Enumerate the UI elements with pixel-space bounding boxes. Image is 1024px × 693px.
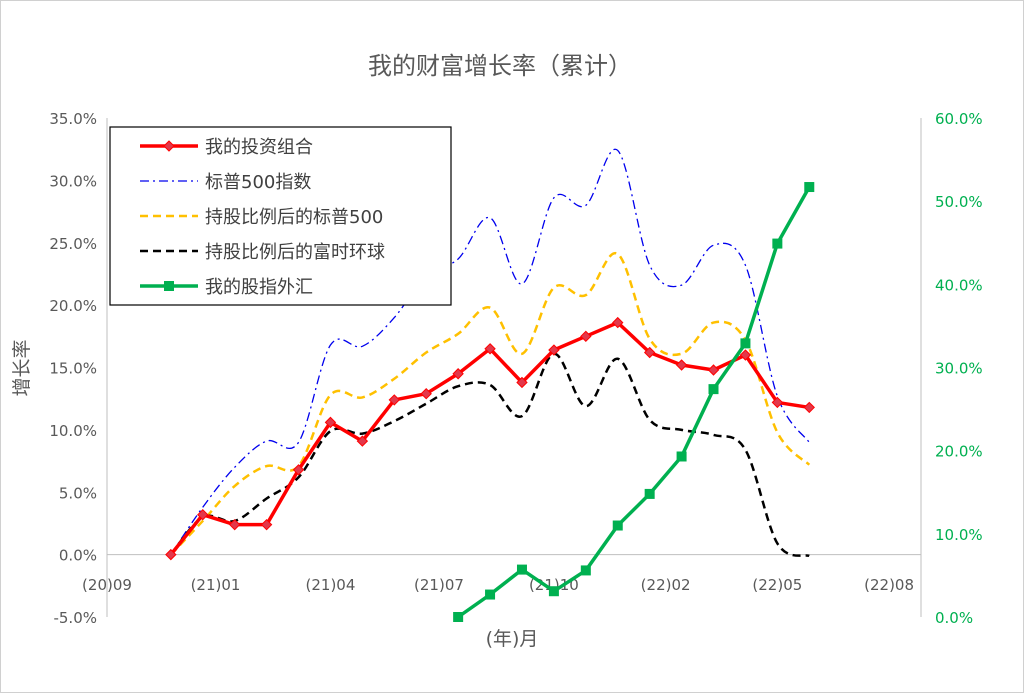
data-point <box>228 518 241 531</box>
data-point <box>484 343 496 355</box>
data-point <box>292 464 305 476</box>
data-point <box>452 368 464 380</box>
data-point <box>580 565 591 576</box>
y-tick-label: 5.0% <box>59 484 97 502</box>
legend-label: 我的股指外汇 <box>205 277 313 298</box>
data-point <box>516 376 528 389</box>
data-point <box>388 394 401 406</box>
legend-label: 持股比例后的标普500 <box>205 207 383 228</box>
series-5 <box>453 182 815 622</box>
data-point <box>453 612 464 622</box>
x-axis-title: (年)月 <box>486 628 539 650</box>
data-point <box>548 586 559 597</box>
y-axis-title: 增长率 <box>11 339 33 396</box>
legend-label: 我的投资组合 <box>205 137 313 158</box>
y2-tick-label: 40.0% <box>935 276 983 294</box>
chart-title: 我的财富增长率（累计） <box>368 52 632 80</box>
legend-item: 持股比例后的标普500 <box>140 207 383 228</box>
x-tick-label: (22)05 <box>752 576 802 594</box>
y-tick-label: 25.0% <box>49 235 97 253</box>
data-point <box>420 387 432 400</box>
data-point <box>643 346 656 359</box>
legend-item: 标普500指数 <box>140 172 311 193</box>
y-tick-label: 10.0% <box>49 422 97 440</box>
data-point <box>324 416 337 429</box>
legend-item: 我的股指外汇 <box>140 277 313 298</box>
y2-tick-label: 20.0% <box>935 443 983 461</box>
data-point <box>804 182 815 193</box>
data-point <box>644 488 655 499</box>
data-point <box>675 359 688 371</box>
data-point <box>356 435 369 447</box>
data-point <box>165 548 177 561</box>
y-tick-label: 30.0% <box>49 172 97 190</box>
x-tick-label: (21)01 <box>191 576 241 594</box>
data-point <box>260 518 273 531</box>
data-point <box>771 396 784 409</box>
data-point <box>739 349 752 361</box>
series-line <box>170 148 810 555</box>
data-point <box>740 338 751 349</box>
legend-marker <box>163 140 175 152</box>
legend-box <box>109 126 452 306</box>
series-4 <box>169 352 810 558</box>
data-point <box>485 589 496 600</box>
legend-label: 标普500指数 <box>205 172 311 193</box>
data-point <box>707 364 720 376</box>
data-point <box>548 344 560 356</box>
y2-tick-label: 30.0% <box>935 360 983 378</box>
data-point <box>580 330 592 343</box>
series-line <box>169 352 810 558</box>
data-point <box>676 451 687 462</box>
y2-tick-label: 50.0% <box>935 193 983 211</box>
data-point <box>612 316 624 329</box>
y-tick-label: 20.0% <box>49 297 97 315</box>
series-1 <box>165 316 815 561</box>
y2-tick-label: 10.0% <box>935 526 983 544</box>
data-point <box>197 508 209 521</box>
x-tick-label: (20)09 <box>82 576 132 594</box>
y2-tick-label: 60.0% <box>935 110 983 128</box>
data-point <box>803 401 815 414</box>
x-tick-label: (21)07 <box>414 576 464 594</box>
y-tick-label: 35.0% <box>49 110 97 128</box>
legend-item: 我的投资组合 <box>140 137 313 158</box>
y-tick-label: 15.0% <box>49 360 97 378</box>
data-point <box>516 564 527 575</box>
x-tick-label: (21)10 <box>529 576 579 594</box>
x-tick-label: (22)08 <box>864 576 914 594</box>
legend-marker <box>164 281 174 291</box>
legend-label: 持股比例后的富时环球 <box>205 242 385 263</box>
y-tick-label: 0.0% <box>59 547 97 565</box>
plot-area <box>165 148 815 622</box>
data-point <box>772 238 783 249</box>
y-tick-label: -5.0% <box>53 609 97 627</box>
data-point <box>612 520 623 531</box>
data-point <box>708 384 719 395</box>
x-tick-label: (21)04 <box>306 576 356 594</box>
series-line <box>169 252 811 556</box>
series-line <box>457 186 811 619</box>
series-2 <box>170 148 810 555</box>
legend-item: 持股比例后的富时环球 <box>140 242 385 263</box>
y2-tick-label: 0.0% <box>935 609 973 627</box>
series-3 <box>169 252 811 556</box>
axes: -5.0% 0.0% 5.0% 10.0% 15.0% 20.0% 25.0% 30.0% 35… <box>49 110 982 627</box>
x-tick-label: (22)02 <box>641 576 691 594</box>
